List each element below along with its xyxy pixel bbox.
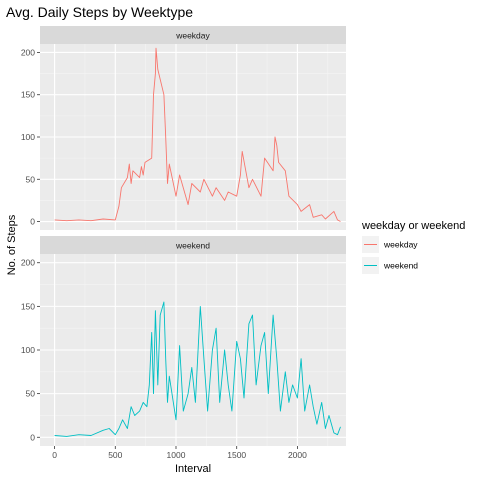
x-tick-label: 0 [52, 450, 57, 460]
x-axis-ticks: 0 500 1000 1500 2000 [52, 446, 307, 460]
x-tick-label: 2000 [288, 450, 307, 460]
strip-label-weekend: weekend [175, 241, 210, 251]
y-axis-ticks: 0 50 100 150 200 [21, 258, 40, 442]
legend-label-weekend: weekend [383, 261, 418, 271]
y-tick-label: 0 [30, 432, 35, 442]
y-tick-label: 50 [26, 389, 36, 399]
series-line-weekday [54, 47, 341, 222]
y-tick-label: 200 [21, 258, 35, 268]
x-tick-label: 1500 [227, 450, 246, 460]
y-tick-label: 200 [21, 47, 35, 57]
strip-label-weekday: weekday [175, 31, 210, 41]
legend-items: weekday weekend [362, 236, 418, 274]
y-tick-label: 100 [21, 345, 35, 355]
panel-weekend: weekend 0 50 100 150 200 [21, 236, 346, 446]
series-group [54, 47, 341, 222]
gridlines [40, 44, 346, 230]
legend-label-weekday: weekday [383, 240, 418, 250]
y-tick-label: 50 [26, 174, 36, 184]
x-tick-label: 1000 [167, 450, 186, 460]
legend-title: weekday or weekend [361, 220, 465, 232]
chart-title: Avg. Daily Steps by Weektype [6, 4, 193, 20]
panel-weekday: weekday 0 50 100 150 200 [21, 26, 346, 230]
y-axis-ticks: 0 50 100 150 200 [21, 47, 40, 227]
x-axis-title: Interval [175, 463, 211, 475]
gridlines [40, 254, 346, 446]
series-group [54, 301, 341, 437]
strip-background [40, 236, 346, 254]
legend: weekday or weekend weekday weekend [361, 220, 465, 274]
x-tick-label: 500 [108, 450, 122, 460]
strip-background [40, 26, 346, 44]
y-tick-label: 150 [21, 301, 35, 311]
y-tick-label: 100 [21, 132, 35, 142]
y-tick-label: 150 [21, 90, 35, 100]
y-tick-label: 0 [30, 217, 35, 227]
series-line-weekend [54, 301, 341, 437]
y-axis-title: No. of Steps [6, 214, 18, 275]
